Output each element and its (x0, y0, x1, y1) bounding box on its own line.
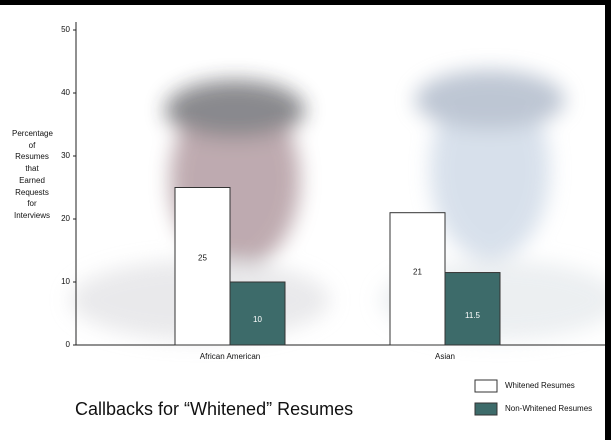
legend-swatch (474, 379, 498, 393)
data-label: 21 (413, 267, 422, 276)
chart: Callbacks for “Whitened” Resumes 0 10 20 30… (61, 22, 605, 419)
background-illustration (70, 70, 605, 340)
y-axis-label: Percentage of Resumes that Earned Reques… (12, 129, 53, 220)
y-tick-label: 30 (61, 151, 70, 160)
bar (229, 281, 286, 346)
x-tick-label: Asian (435, 352, 455, 361)
legend-label: Non-Whitened Resumes (505, 404, 592, 413)
x-tick-label: African American (200, 352, 260, 361)
y-tick-label: 50 (61, 25, 70, 34)
y-tick-label: 0 (66, 340, 71, 349)
data-label: 11.5 (465, 311, 481, 320)
y-tick-label: 10 (61, 277, 70, 286)
data-label: 25 (198, 253, 207, 262)
bar (444, 272, 501, 346)
legend-label: Whitened Resumes (505, 381, 575, 390)
chart-area: Callbacks for “Whitened” Resumes 0 10 20 30… (0, 5, 605, 440)
chart-title: Callbacks for “Whitened” Resumes (75, 399, 353, 419)
data-label: 10 (253, 315, 262, 324)
y-tick-label: 20 (61, 214, 70, 223)
bar (389, 212, 446, 346)
legend-swatch (474, 402, 498, 416)
y-tick-label: 40 (61, 88, 70, 97)
bar (174, 187, 231, 346)
